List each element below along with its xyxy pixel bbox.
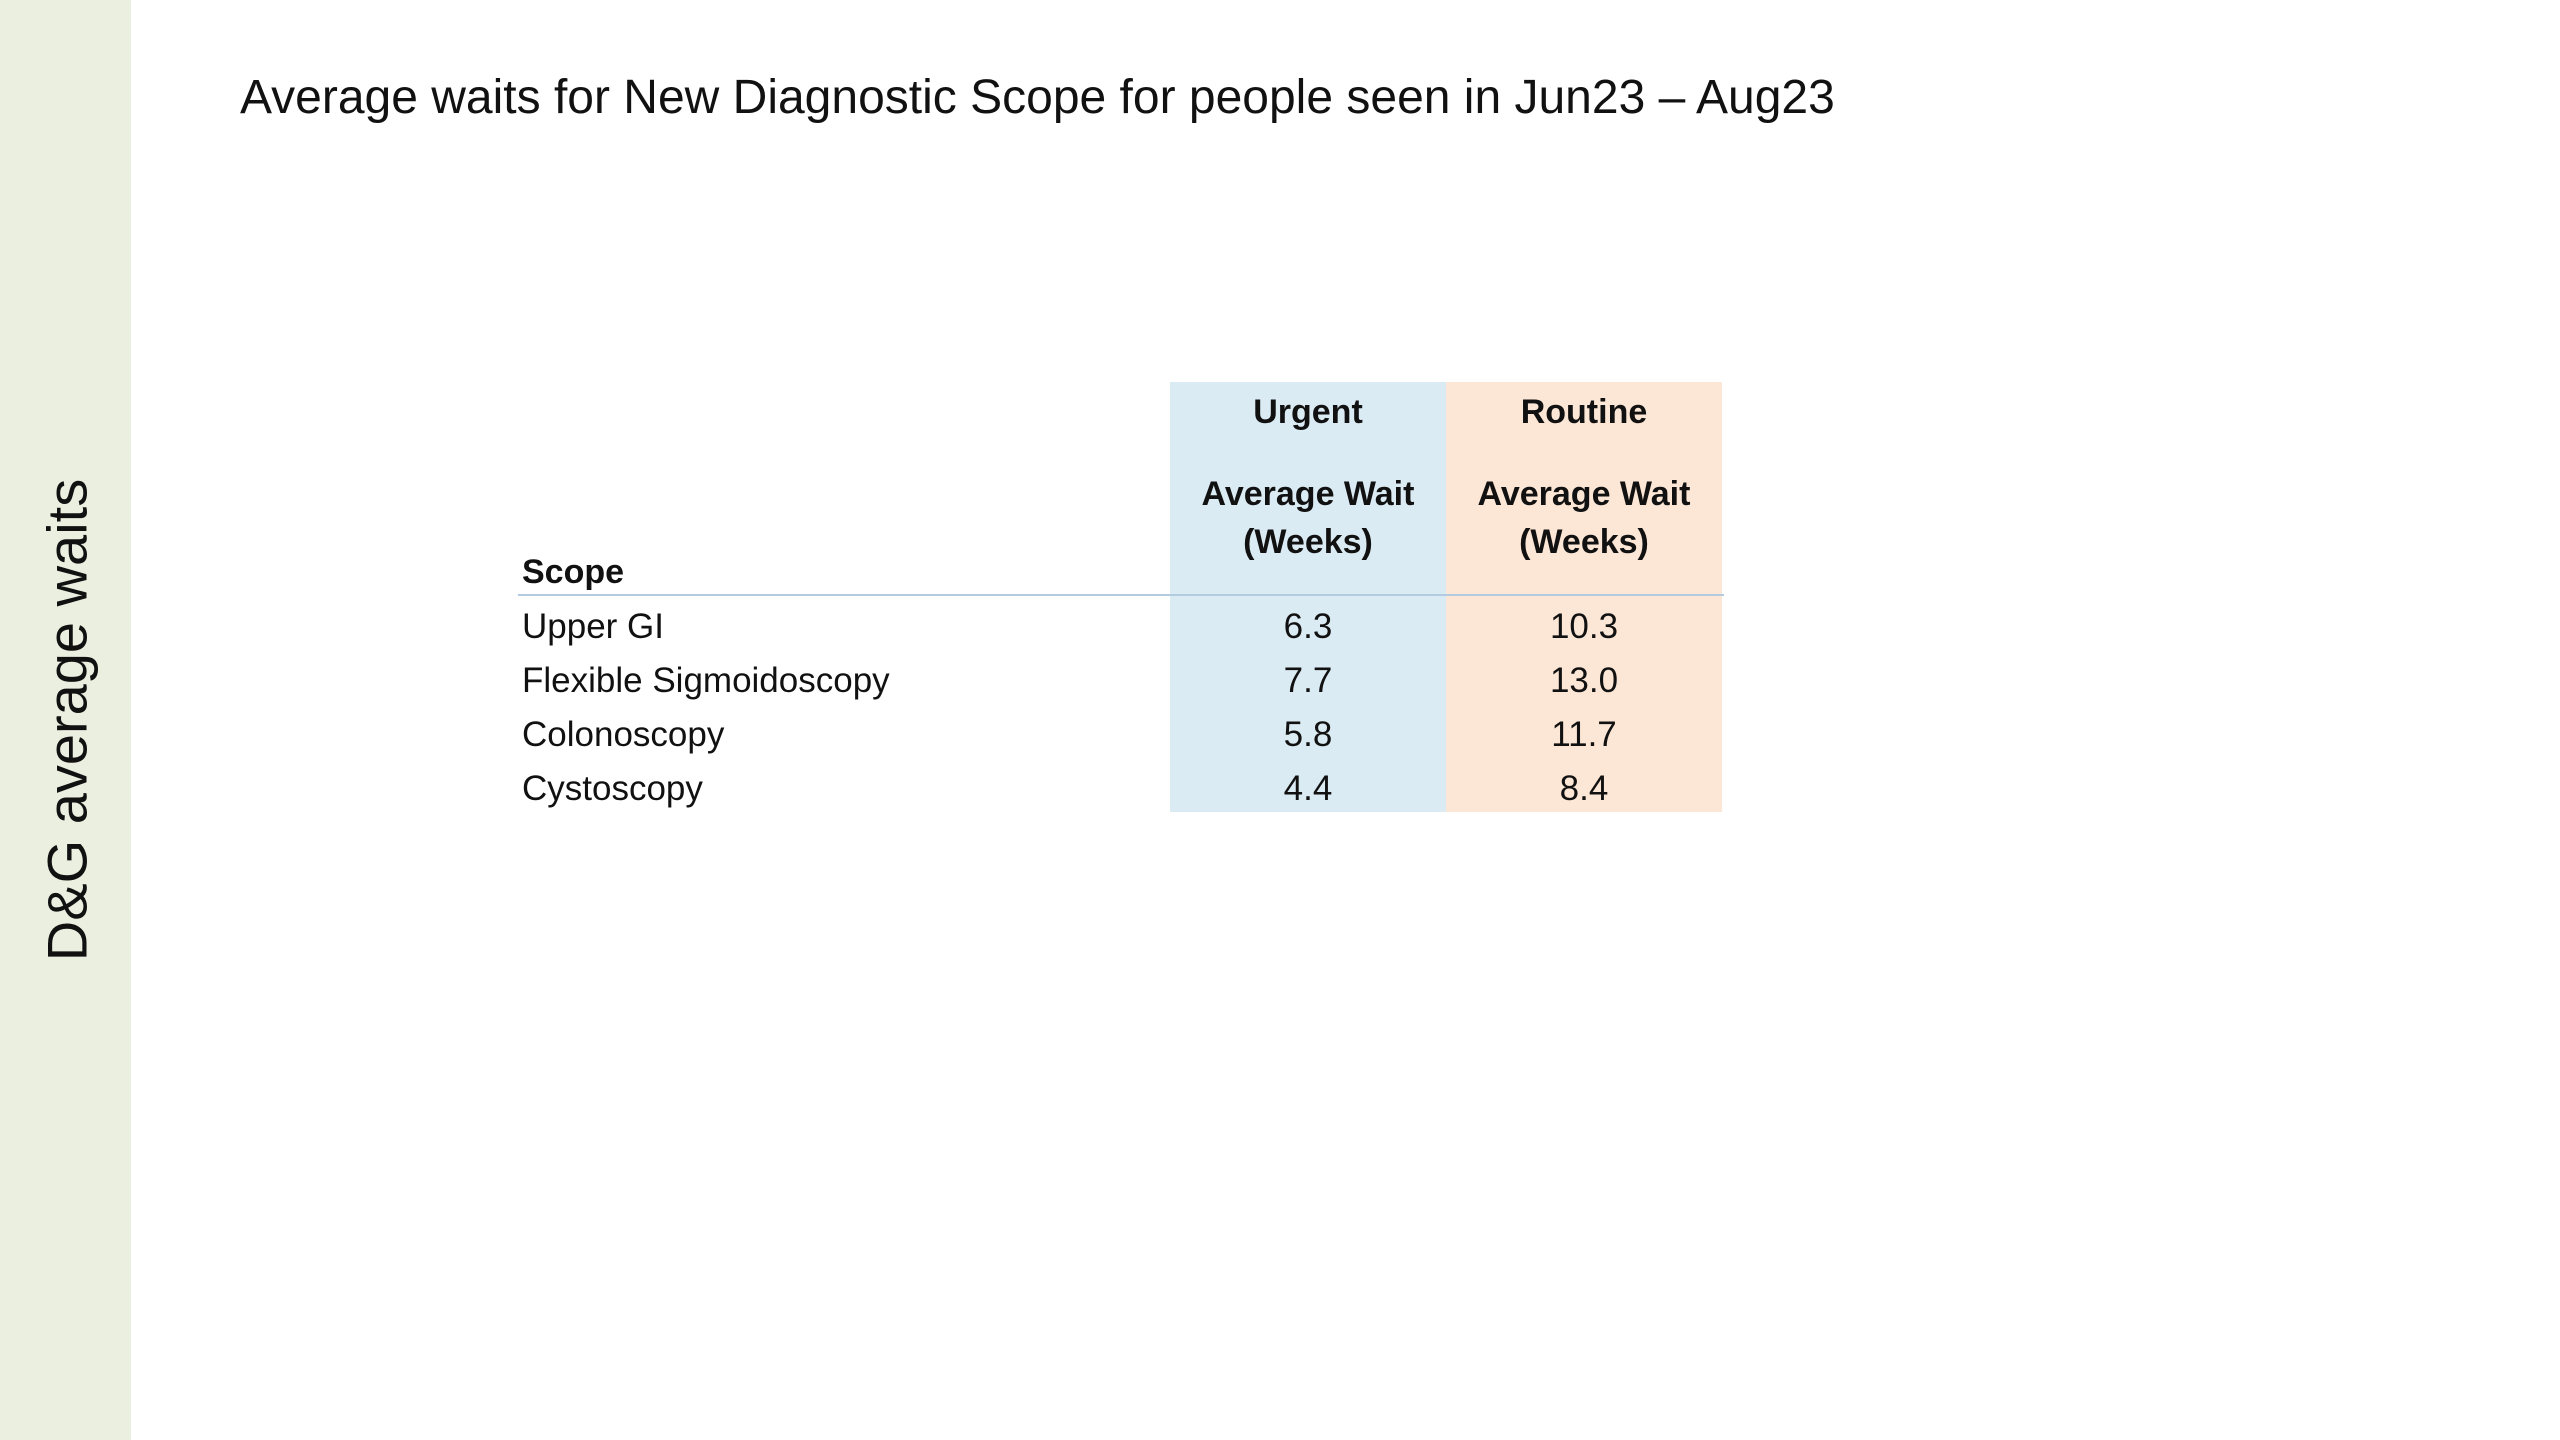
- urgent-average-wait-header-text: Average Wait (Weeks): [1201, 475, 1415, 561]
- table-body: Upper GI 6.3 10.3 Flexible Sigmoidoscopy…: [518, 600, 1724, 816]
- table-row: Upper GI 6.3 10.3: [518, 600, 1724, 654]
- routine-wait-cell: 11.7: [1551, 715, 1617, 754]
- urgent-wait-cell: 4.4: [1283, 769, 1333, 808]
- scope-cell: Cystoscopy: [522, 769, 703, 808]
- routine-wait-cell: 8.4: [1559, 769, 1609, 808]
- urgent-column-background: [1170, 382, 1446, 812]
- routine-average-wait-header-text: Average Wait (Weeks): [1477, 475, 1691, 561]
- table-row: Colonoscopy 5.8 11.7: [518, 708, 1724, 762]
- scope-cell: Upper GI: [522, 607, 664, 646]
- scope-cell: Flexible Sigmoidoscopy: [522, 661, 890, 700]
- routine-wait-cell: 13.0: [1549, 661, 1619, 700]
- table-row: Cystoscopy 4.4 8.4: [518, 762, 1724, 816]
- routine-average-wait-header: Average Wait (Weeks): [1446, 470, 1722, 566]
- scope-cell: Colonoscopy: [522, 715, 725, 754]
- side-title: D&G average waits: [35, 478, 99, 962]
- urgent-header: Urgent: [1253, 393, 1363, 431]
- slide-title: Average waits for New Diagnostic Scope f…: [240, 71, 1835, 124]
- routine-wait-cell: 10.3: [1549, 607, 1619, 646]
- side-band: D&G average waits: [0, 0, 131, 1440]
- table-row: Flexible Sigmoidoscopy 7.7 13.0: [518, 654, 1724, 708]
- urgent-average-wait-header: Average Wait (Weeks): [1170, 470, 1446, 566]
- scope-header: Scope: [522, 553, 625, 591]
- average-waits-table: Urgent Routine Average Wait (Weeks) Aver…: [518, 382, 1724, 812]
- routine-header: Routine: [1520, 393, 1648, 431]
- urgent-wait-cell: 6.3: [1283, 607, 1333, 646]
- routine-column-background: [1446, 382, 1722, 812]
- urgent-wait-cell: 7.7: [1283, 661, 1333, 700]
- header-divider: [518, 594, 1724, 596]
- urgent-wait-cell: 5.8: [1283, 715, 1333, 754]
